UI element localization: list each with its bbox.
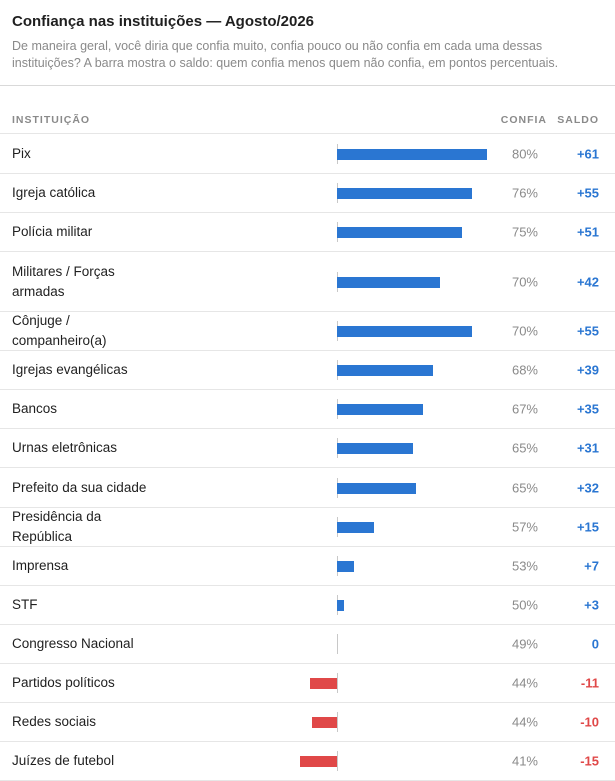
balance-value: +7 [584,558,599,574]
balance-bar [309,678,337,689]
zero-line [337,751,338,771]
chart-row: Partidos políticos 44% -11 [0,664,615,703]
balance-bar [337,188,473,199]
balance-value: +3 [584,597,599,613]
trust-value: 70% [511,323,538,339]
trust-value: 80% [511,146,538,161]
balance-value: -11 [580,675,599,691]
chart-row: Congresso Nacional 49% 0 [0,625,615,664]
category-label: Redes sociais [12,714,97,729]
trust-value: 67% [511,401,538,417]
column-header-trust: CONFIA [500,114,547,126]
chart-row: Igreja católica 76% +55 [0,174,615,213]
trust-value: 44% [511,714,538,730]
balance-value: 0 [591,636,599,652]
chart-row: Juízes de futebol 41% -15 [0,742,615,781]
balance-value: +55 [576,323,599,339]
column-headers: INSTITUIÇÃO CONFIA SALDO [0,86,615,134]
chart-row: Pix 80% +61 [0,134,615,174]
column-header-balance: SALDO [557,114,599,126]
balance-bar [337,148,487,160]
balance-value: +42 [576,274,599,289]
trust-value: 41% [511,753,538,769]
trust-value: 76% [511,185,538,201]
balance-value: +39 [576,362,599,378]
balance-bar [337,326,473,337]
category-label: Urnas eletrônicas [12,440,118,455]
balance-bar [337,276,441,288]
balance-bar [337,522,374,533]
trust-value: 49% [511,636,538,652]
chart-rows: Pix 80% +61 Igreja católica 76% +55 Polícia mi… [0,134,615,781]
balance-bar [337,404,424,415]
trust-value: 57% [511,519,538,535]
balance-bar [337,600,345,611]
zero-line [337,712,338,732]
balance-bar [337,482,416,494]
category-label: Prefeito da sua cidade [12,479,147,495]
balance-value: +51 [576,224,599,240]
chart-title: Confiança nas instituições — Agosto/2026 [12,13,315,30]
chart-row: Militares / Forças armadas 70% +42 [0,252,615,312]
category-label: Imprensa [12,558,69,573]
category-label: Presidência da República [12,509,102,544]
chart-row: Polícia militar 75% +51 [0,213,615,252]
balance-bar [337,227,463,238]
column-header-institution: INSTITUIÇÃO [12,114,91,126]
category-label: Igrejas evangélicas [12,362,128,377]
balance-bar [337,443,414,454]
trust-value: 65% [511,480,538,495]
balance-value: +61 [576,146,599,161]
chart-row: Prefeito da sua cidade 65% +32 [0,468,615,508]
balance-value: -15 [580,753,599,769]
chart-row: Cônjuge / companheiro(a) 70% +55 [0,312,615,351]
trust-value: 44% [511,675,538,691]
category-label: Congresso Nacional [12,636,134,651]
trust-value: 65% [511,440,538,456]
chart-row: Imprensa 53% +7 [0,547,615,586]
chart-row: Urnas eletrônicas 65% +31 [0,429,615,468]
balance-value: +35 [576,401,599,417]
chart-row: Presidência da República 57% +15 [0,508,615,547]
category-label: Bancos [12,401,58,416]
category-label: Polícia militar [12,224,93,239]
trust-value: 70% [511,274,538,289]
chart-row: STF 50% +3 [0,586,615,625]
chart-row: Redes sociais 44% -10 [0,703,615,742]
balance-value: +31 [576,440,599,456]
trust-value: 50% [511,597,538,613]
zero-line [337,634,338,654]
trust-value: 53% [511,558,538,574]
category-label: STF [12,597,38,612]
balance-bar [312,717,337,728]
zero-line [337,673,338,693]
category-label: Igreja católica [12,185,96,200]
balance-bar [337,561,355,572]
balance-value: +55 [576,185,599,201]
balance-value: -10 [580,714,599,730]
chart-row: Igrejas evangélicas 68% +39 [0,351,615,390]
balance-value: +15 [576,519,599,535]
chart-row: Bancos 67% +35 [0,390,615,429]
trust-value: 68% [511,362,538,378]
category-label: Partidos políticos [12,675,115,690]
category-label: Pix [12,145,31,161]
category-label: Juízes de futebol [12,753,115,768]
balance-value: +32 [576,480,599,495]
chart-header: Confiança nas instituições — Agosto/2026… [0,0,615,86]
balance-bar [337,365,433,376]
category-label: Militares / Forças armadas [12,263,115,299]
chart-subtitle: De maneira geral, você diria que confia … [12,39,559,70]
category-label: Cônjuge / companheiro(a) [12,313,107,348]
balance-bar [300,756,337,767]
trust-value: 75% [511,224,538,240]
